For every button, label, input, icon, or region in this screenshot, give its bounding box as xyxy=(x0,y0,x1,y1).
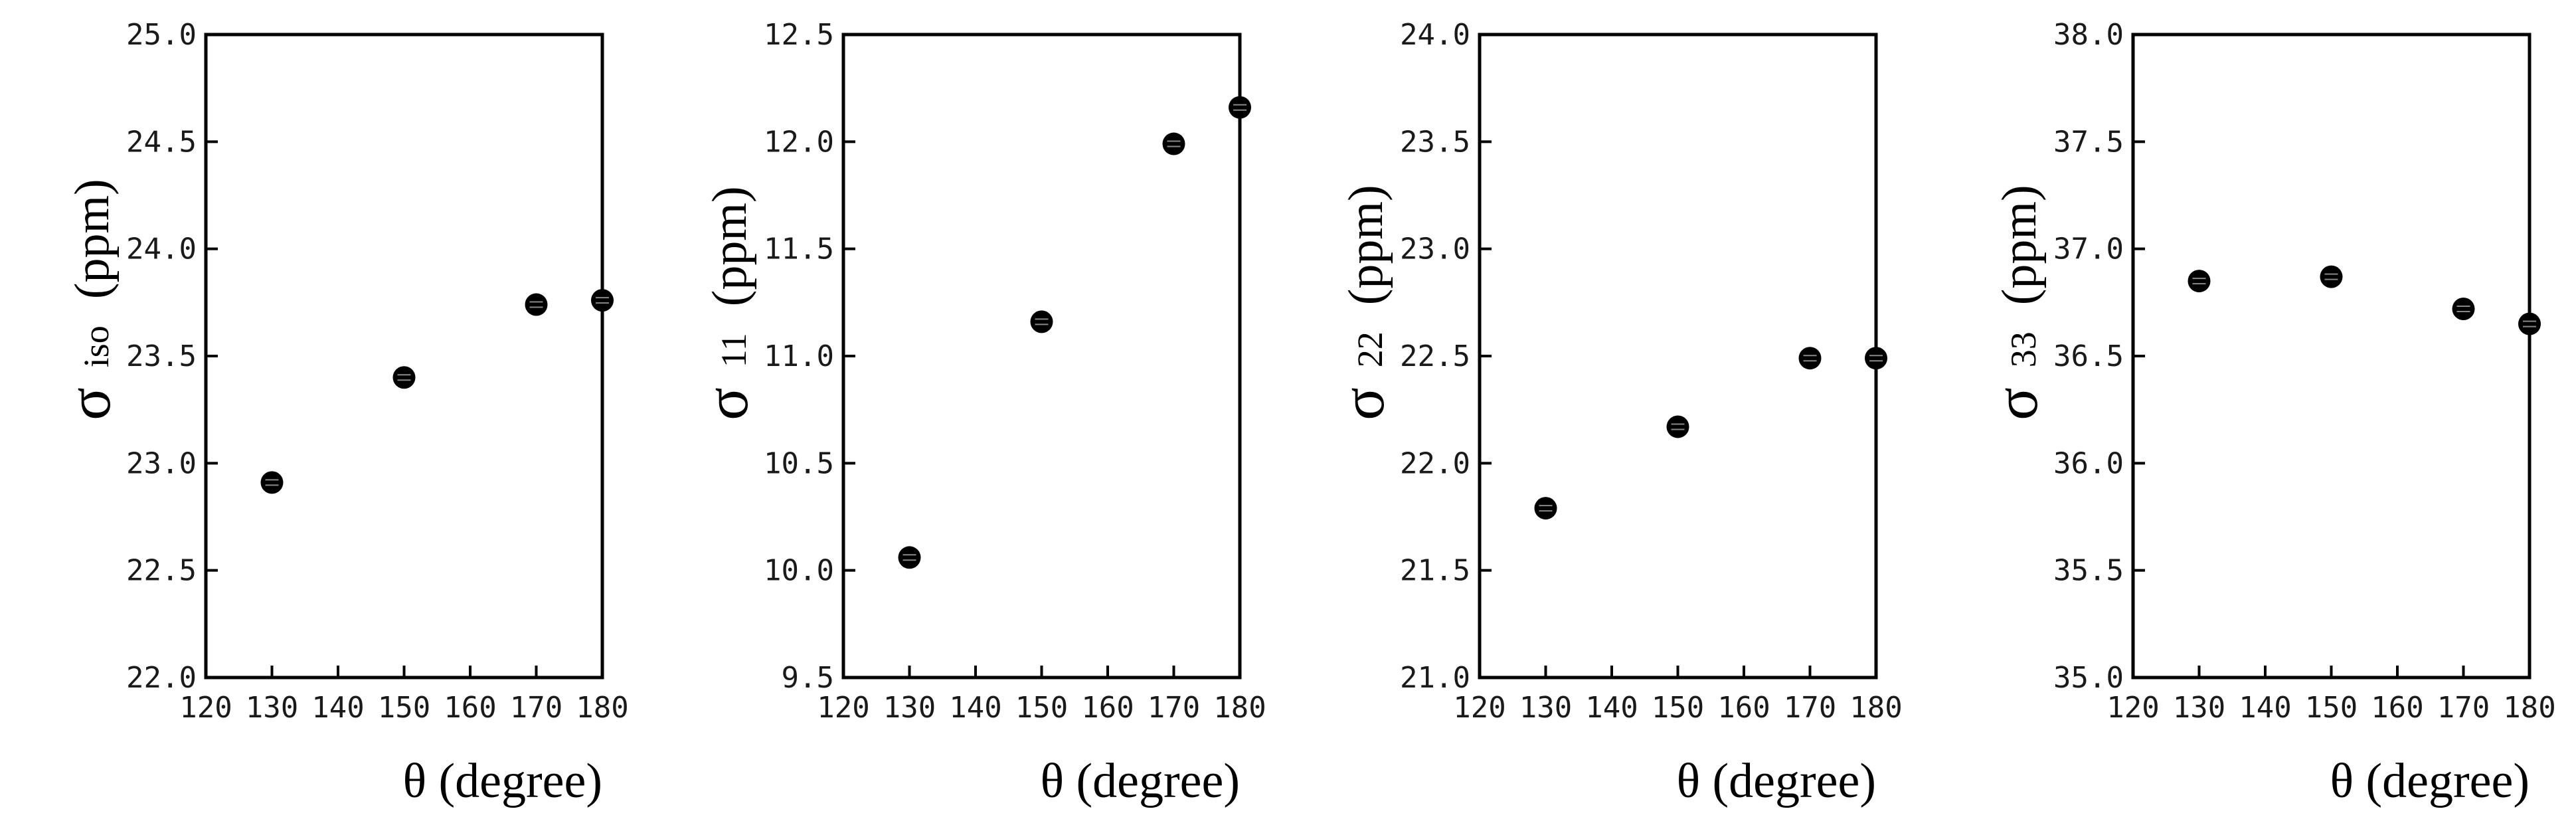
y-tick-label: 23.5 xyxy=(126,339,197,373)
y-tick-label: 22.5 xyxy=(1400,339,1470,373)
y-tick-label: 10.5 xyxy=(764,446,834,480)
x-tick-label: 150 xyxy=(2305,691,2358,725)
x-axis-title: θ (degree) xyxy=(1041,754,1240,808)
y-tick-label: 12.0 xyxy=(764,125,834,159)
data-point xyxy=(1666,415,1689,438)
y-tick-label: 21.5 xyxy=(1400,554,1470,588)
data-point xyxy=(392,366,416,389)
y-tick-label: 22.5 xyxy=(126,554,197,588)
x-tick-label: 130 xyxy=(883,691,936,725)
y-tick-label: 23.0 xyxy=(1400,232,1470,266)
y-tick-label: 10.0 xyxy=(764,554,834,588)
data-point xyxy=(1030,310,1053,333)
chart-panel-4: 35.0 35.5 36.0 36.5 37.0 37.5 38.0 120 130 140 150… xyxy=(1982,18,2556,808)
chart-panel-1: 22.0 22.5 23.0 23.5 24.0 24.5 25.0 120 130 140 150… xyxy=(55,18,629,808)
y-tick-label: 38.0 xyxy=(2053,18,2124,52)
x-tick-label: 120 xyxy=(179,691,232,725)
x-tick-label: 170 xyxy=(2437,691,2490,725)
y-tick-label: 21.0 xyxy=(1400,661,1470,695)
x-tick-label: 120 xyxy=(1453,691,1505,725)
y-axis-title: σ22(ppm) xyxy=(1329,185,1397,420)
x-tick-label: 160 xyxy=(1081,691,1134,725)
x-tick-label: 140 xyxy=(2239,691,2291,725)
data-point xyxy=(898,546,921,569)
x-tick-label: 170 xyxy=(1784,691,1836,725)
y-tick-label: 37.0 xyxy=(2053,232,2124,266)
data-point xyxy=(525,293,548,316)
x-axis-title: θ (degree) xyxy=(403,754,602,808)
y-tick-label: 11.0 xyxy=(764,339,834,373)
data-point xyxy=(1229,96,1251,119)
data-point xyxy=(2188,270,2211,293)
chart-panel-2: 9.5 10.0 10.5 11.0 11.5 12.0 12.5 120 130 140 150 1… xyxy=(693,18,1266,808)
y-tick-label: 22.0 xyxy=(1400,446,1470,480)
x-tick-label: 140 xyxy=(311,691,364,725)
x-tick-label: 120 xyxy=(817,691,869,725)
y-tick-label: 25.0 xyxy=(126,18,197,52)
y-tick-label: 11.5 xyxy=(764,232,834,266)
x-tick-label: 140 xyxy=(1585,691,1638,725)
y-tick-label: 36.0 xyxy=(2053,446,2124,480)
x-tick-label: 180 xyxy=(2503,691,2555,725)
data-point xyxy=(2320,265,2343,288)
x-tick-label: 160 xyxy=(2371,691,2423,725)
x-tick-label: 150 xyxy=(1652,691,1704,725)
y-axis-title: σ11(ppm) xyxy=(693,186,760,420)
x-tick-label: 140 xyxy=(949,691,1001,725)
y-tick-label: 12.5 xyxy=(764,18,834,52)
y-tick-label: 36.5 xyxy=(2053,339,2124,373)
plot-frame xyxy=(2131,33,2532,680)
y-tick-label: 35.0 xyxy=(2053,661,2124,695)
plot-frame xyxy=(841,33,1242,680)
x-axis-title: θ (degree) xyxy=(2330,754,2530,808)
y-axis-title: σ33(ppm) xyxy=(1982,185,2050,420)
x-tick-label: 150 xyxy=(378,691,430,725)
x-tick-label: 170 xyxy=(510,691,562,725)
y-tick-label: 22.0 xyxy=(126,661,197,695)
y-tick-label: 24.5 xyxy=(126,125,197,159)
x-tick-label: 180 xyxy=(576,691,628,725)
x-tick-label: 170 xyxy=(1148,691,1200,725)
x-tick-label: 120 xyxy=(2106,691,2159,725)
y-tick-label: 9.5 xyxy=(782,661,834,695)
y-tick-label: 24.0 xyxy=(1400,18,1470,52)
plot-frame xyxy=(204,33,604,680)
x-tick-label: 160 xyxy=(1717,691,1770,725)
y-tick-label: 35.5 xyxy=(2053,554,2124,588)
y-tick-label: 23.0 xyxy=(126,446,197,480)
y-tick-label: 23.5 xyxy=(1400,125,1470,159)
data-point xyxy=(2518,312,2541,335)
y-tick-label: 37.5 xyxy=(2053,125,2124,159)
x-tick-label: 180 xyxy=(1849,691,1902,725)
x-tick-label: 130 xyxy=(246,691,298,725)
x-tick-label: 180 xyxy=(1213,691,1266,725)
data-point xyxy=(260,471,284,494)
x-tick-label: 130 xyxy=(1519,691,1572,725)
data-point xyxy=(591,289,614,312)
data-point xyxy=(1798,347,1822,370)
chart-panel-3: 21.0 21.5 22.0 22.5 23.0 23.5 24.0 120 130 140 150… xyxy=(1329,18,1903,808)
x-tick-label: 150 xyxy=(1015,691,1068,725)
y-axis-title: σiso(ppm) xyxy=(55,179,123,420)
y-tick-label: 24.0 xyxy=(126,232,197,266)
data-point xyxy=(1865,347,1887,370)
data-point xyxy=(1162,132,1185,155)
data-point xyxy=(1534,497,1557,520)
data-point xyxy=(2452,298,2475,321)
x-axis-title: θ (degree) xyxy=(1677,754,1876,808)
x-tick-label: 130 xyxy=(2173,691,2225,725)
x-tick-label: 160 xyxy=(444,691,496,725)
